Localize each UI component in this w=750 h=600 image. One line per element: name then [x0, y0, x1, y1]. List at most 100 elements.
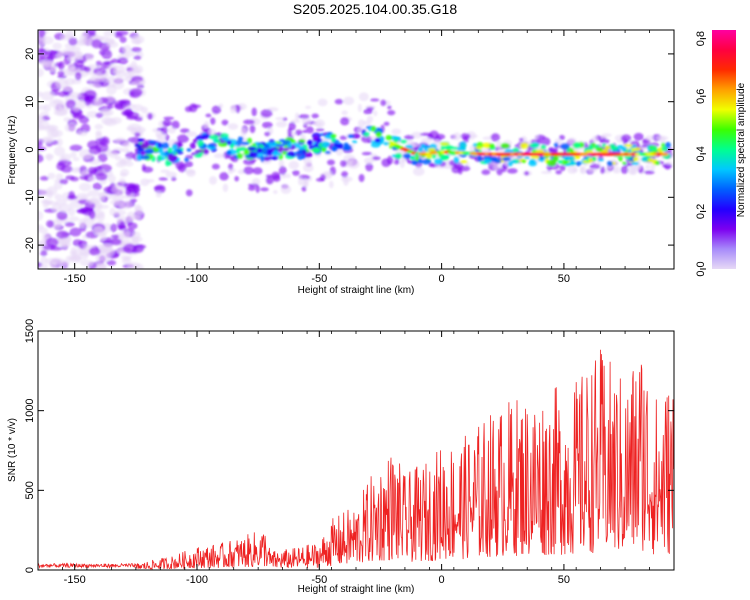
- spectrogram-cell: [192, 138, 198, 144]
- spectrogram-cell: [520, 142, 529, 150]
- spectrogram-cell: [96, 204, 110, 209]
- spectrogram-cell: [207, 143, 216, 148]
- spectrogram-cell: [129, 198, 137, 203]
- spectrogram-cell: [90, 197, 101, 204]
- x-tick-label: -50: [311, 273, 327, 285]
- spectrogram-cell: [477, 154, 483, 162]
- spectrogram-cell: [38, 210, 44, 221]
- spectrogram-cell: [303, 163, 314, 173]
- spectrogram-cell: [94, 226, 104, 236]
- spectrogram-cell: [51, 203, 62, 212]
- spectrogram-cell: [500, 142, 510, 149]
- spectrogram-cell: [621, 145, 628, 153]
- spectrogram-cell: [155, 130, 163, 138]
- spectrogram-cell: [68, 191, 75, 199]
- spectrogram-cell: [103, 118, 118, 127]
- spectrogram-cell: [57, 159, 72, 167]
- spectrogram-cell: [95, 137, 108, 145]
- spectrogram-cell: [383, 121, 390, 126]
- spectrogram-cell: [38, 154, 44, 163]
- spectrogram-cell: [287, 142, 292, 149]
- spectrogram-cell: [103, 30, 116, 37]
- spectrogram-cell: [506, 168, 518, 174]
- spectrogram-cell: [171, 120, 180, 130]
- spectrogram-cell: [553, 147, 559, 154]
- spectrogram-cell: [558, 134, 565, 141]
- spectrogram-cell: [420, 143, 426, 148]
- spectrogram-cell: [240, 141, 250, 146]
- spectrogram-cell: [59, 259, 71, 266]
- spectrogram-cell: [540, 170, 552, 174]
- spectrogram-cell: [633, 156, 639, 162]
- spectrogram-cell: [71, 167, 81, 174]
- spectrogram-cell: [73, 59, 85, 68]
- spectrogram-cell: [452, 132, 461, 141]
- spectrogram-cell: [221, 119, 229, 126]
- spectrogram-cell: [78, 131, 88, 137]
- y-tick-label: -20: [24, 237, 36, 253]
- spectrogram-cell: [38, 68, 44, 77]
- spectrogram-cell: [643, 170, 655, 175]
- spectrogram-cell: [68, 37, 78, 46]
- spectrogram-cell: [40, 199, 54, 204]
- spectrogram-cell: [650, 164, 656, 171]
- spectrogram-cell: [282, 147, 289, 152]
- spectrogram-cell: [237, 136, 244, 142]
- spectrogram-cell: [591, 156, 596, 161]
- spectrogram-cell: [411, 131, 423, 139]
- spectrogram-cell: [78, 218, 86, 228]
- spectrogram-cell: [298, 114, 310, 119]
- spectrogram-cell: [148, 140, 155, 144]
- spectrogram-cell: [645, 135, 654, 141]
- spectrogram-cell: [572, 168, 578, 173]
- spectrogram-cell: [65, 175, 75, 180]
- spectrogram-cell: [228, 163, 234, 171]
- spectrogram-cell: [141, 106, 148, 114]
- spectrogram-cell: [46, 124, 59, 131]
- spectrogram-cell: [393, 160, 400, 165]
- spectrogram-cell: [209, 134, 219, 140]
- spectrogram-cell: [391, 128, 402, 135]
- spectrogram-cell: [572, 142, 581, 149]
- spectrogram-cell: [69, 227, 82, 237]
- spectrogram-cell: [370, 125, 377, 132]
- spectrogram-cell: [361, 135, 372, 143]
- colorbar-ticks: 0.0 0.2 0.4 0.6 0.8: [695, 31, 707, 277]
- spectrogram-cell: [38, 47, 46, 53]
- spectrogram-cell: [119, 221, 126, 230]
- spectrogram-cell: [661, 146, 668, 152]
- spectrogram-cell: [597, 158, 604, 162]
- x-tick-label: 0: [439, 273, 445, 285]
- spectrogram-cell: [280, 185, 292, 194]
- spectrogram-cell: [567, 137, 577, 145]
- spectrogram-cell: [434, 158, 443, 165]
- spectrogram-cell: [326, 159, 336, 166]
- spectrogram-cell: [172, 150, 177, 156]
- spectrogram-cell: [80, 123, 91, 133]
- colorbar-gradient: [712, 30, 736, 269]
- spectrogram-cell: [38, 115, 45, 124]
- spectrogram-cell: [418, 146, 424, 153]
- spectrogram-cell: [336, 149, 343, 156]
- spectrogram-cell: [439, 154, 450, 161]
- spectrogram-cell: [54, 146, 66, 157]
- spectrogram-cell: [633, 132, 644, 141]
- x-tick-label: -50: [311, 574, 327, 586]
- spectrogram-cell: [106, 76, 116, 84]
- spectrogram-cell: [394, 152, 403, 159]
- spectrogram-cell: [41, 91, 54, 101]
- spectrogram-cell: [67, 53, 80, 62]
- spectrogram-cell: [249, 124, 256, 134]
- spectrogram-cell: [409, 156, 416, 160]
- spectrogram-cell: [49, 98, 63, 108]
- spectrogram-cell: [160, 169, 171, 173]
- spectrogram-cell: [94, 123, 104, 130]
- spectrogram-cell: [569, 159, 576, 166]
- spectrogram-cell: [453, 156, 460, 164]
- spectrogram-cell: [74, 71, 82, 81]
- spectrogram-cell: [665, 161, 673, 166]
- spectrogram-cell: [439, 141, 450, 146]
- spectrogram-cell: [340, 117, 350, 126]
